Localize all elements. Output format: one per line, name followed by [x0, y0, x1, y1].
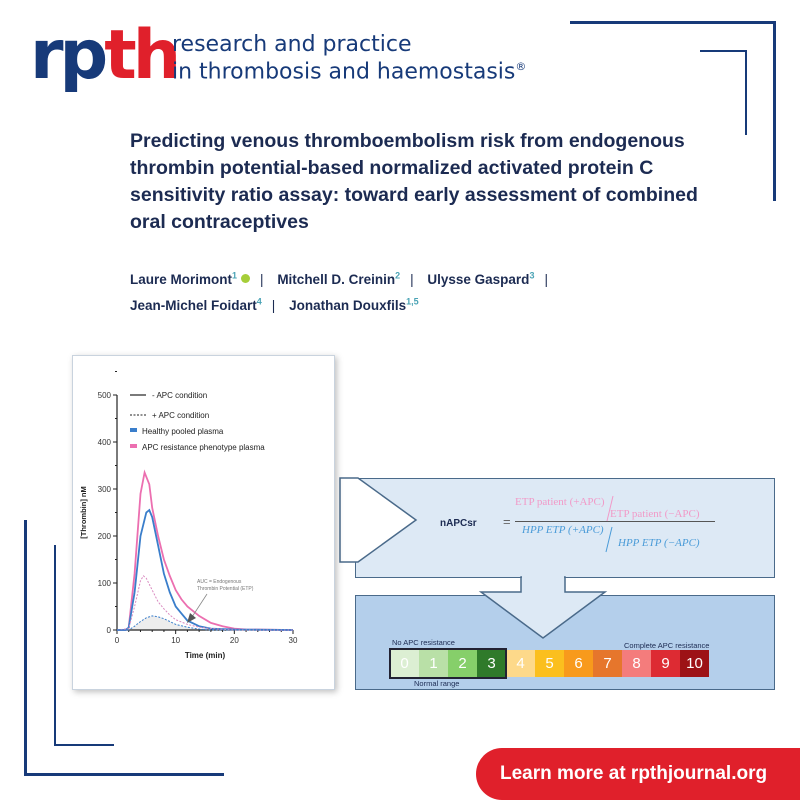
scale-left-label: No APC resistance — [392, 638, 455, 647]
formula-lhs: nAPCsr — [440, 518, 477, 529]
y-tick-label: 0 — [107, 626, 112, 635]
author[interactable]: Laure Morimont1 — [130, 270, 238, 287]
annotation-line2: Thrombin Potential (ETP) — [197, 586, 254, 592]
decorative-line — [570, 21, 776, 24]
y-tick-label: 500 — [98, 391, 112, 400]
journal-name: research and practice in thrombosis and … — [172, 34, 526, 83]
formula-panel — [355, 478, 775, 578]
x-tick-label: 10 — [171, 636, 180, 645]
fraction-bar — [515, 521, 715, 522]
x-tick-label: 20 — [230, 636, 239, 645]
formula-num-top: ETP patient (+APC) — [515, 496, 605, 508]
journal-logo: rpth — [30, 22, 181, 90]
scale-box-4: 4 — [506, 650, 535, 677]
y-tick-label: 400 — [98, 438, 112, 447]
y-tick-label: 200 — [98, 532, 112, 541]
scale-box-6: 6 — [564, 650, 593, 677]
decorative-line — [773, 21, 776, 201]
annotation-arrowhead — [187, 613, 196, 623]
decorative-line — [54, 744, 114, 746]
article-title: Predicting venous thromboembolism risk f… — [130, 130, 698, 233]
formula-den-bottom: HPP ETP (−APC) — [618, 537, 700, 549]
scale-box-5: 5 — [535, 650, 564, 677]
separator: | — [410, 271, 414, 287]
x-tick-label: 30 — [289, 636, 298, 645]
scale-box-8: 8 — [622, 650, 651, 677]
annotation-line1: AUC = Endogenous — [197, 579, 242, 585]
orcid-icon[interactable] — [241, 273, 251, 283]
arrow-down — [478, 576, 608, 639]
y-axis-label: [Thrombin] nM — [79, 486, 88, 539]
author[interactable]: Mitchell D. Creinin2 — [277, 270, 401, 287]
separator: | — [271, 298, 276, 313]
scale-box-3: 3 — [477, 650, 506, 677]
scale-box-2: 2 — [448, 650, 477, 677]
journal-name-line2: in thrombosis and haemostasis — [172, 59, 516, 85]
thrombin-generation-chart: 0 100 200 300 400 500 0 10 20 30 Time (min) [Thromb… — [79, 371, 298, 660]
decorative-line — [54, 545, 56, 745]
legend-label: Healthy pooled plasma — [142, 427, 224, 436]
decorative-line — [24, 773, 224, 776]
normal-range-bracket — [389, 648, 507, 679]
series-line-0 — [117, 469, 294, 631]
scale-box-0: 0 — [390, 650, 419, 677]
decorative-line — [700, 50, 747, 52]
legend-label: APC resistance phenotype plasma — [142, 443, 265, 452]
scale-right-label: Complete APC resistance — [624, 641, 710, 650]
series-line-1 — [117, 508, 294, 631]
scale-box-10: 10 — [680, 650, 709, 677]
logo-th: th — [104, 16, 181, 95]
scale-normal-label: Normal range — [414, 679, 460, 688]
decorative-line — [24, 520, 27, 776]
scale-box-1: 1 — [419, 650, 448, 677]
scale-box-7: 7 — [593, 650, 622, 677]
separator: | — [260, 271, 264, 287]
legend-label: + APC condition — [152, 411, 209, 420]
arrow-right — [339, 477, 418, 563]
x-tick-label: 0 — [115, 636, 120, 645]
learn-more-banner[interactable]: Learn more at rpthjournal.org — [476, 748, 800, 800]
decorative-line — [745, 50, 747, 135]
author[interactable]: Jonathan Douxfils1,5 — [289, 296, 419, 314]
annotation-arrow — [191, 593, 208, 618]
chart-panel — [72, 355, 335, 690]
author[interactable]: Ulysse Gaspard3 — [427, 270, 535, 287]
formula-slashes — [605, 495, 614, 553]
logo-rp: rp — [30, 16, 108, 95]
y-tick-label: 300 — [98, 485, 112, 494]
legend-blue-swatch — [130, 428, 137, 432]
formula-den-top: HPP ETP (+APC) — [522, 524, 604, 536]
author[interactable]: Jean-Michel Foidart4 — [130, 296, 262, 314]
x-axis-label: Time (min) — [185, 651, 226, 660]
formula-num-bottom: ETP patient (−APC) — [610, 508, 700, 520]
auc-shading — [117, 615, 293, 630]
legend-pink-swatch — [130, 444, 137, 448]
legend-label: - APC condition — [152, 391, 207, 400]
y-tick-label: 100 — [98, 579, 112, 588]
formula-equals: = — [503, 514, 511, 529]
arrow-stem-fill — [522, 575, 564, 597]
separator: | — [544, 271, 548, 287]
registered-mark: ® — [515, 60, 527, 73]
author-list: Laure Morimont1 | Mitchell D. Creinin2 | U… — [130, 264, 730, 317]
scale-box-9: 9 — [651, 650, 680, 677]
journal-name-line1: research and practice — [172, 32, 412, 57]
